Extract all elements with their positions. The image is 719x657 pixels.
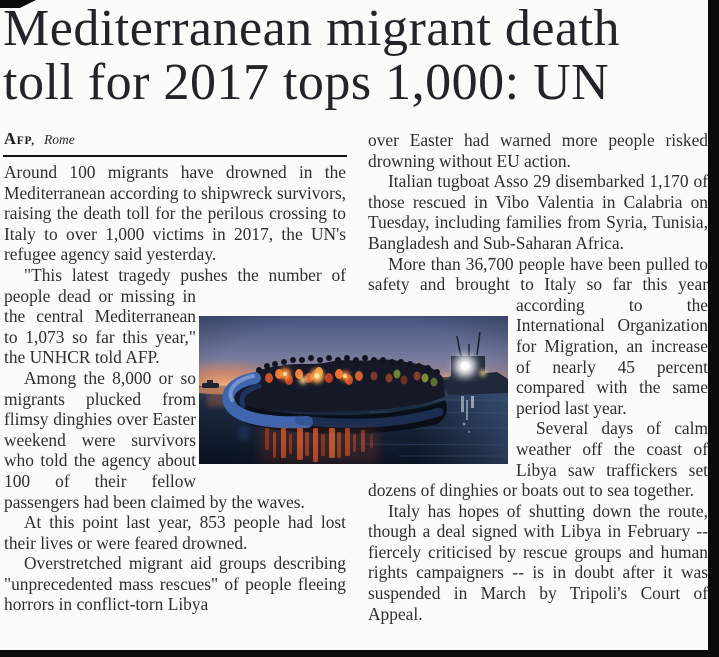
byline-agency: AFP, [4, 129, 35, 148]
headline-line-2: toll for 2017 tops 1,000: UN [3, 54, 610, 111]
scan-edge-bottom [0, 650, 719, 657]
paragraph-text: "This latest tragedy pushes the number o… [24, 264, 346, 285]
paragraph: At this point last year, 853 people had … [4, 512, 346, 553]
paragraph-text: people dead or missing in the central Me… [4, 285, 196, 368]
headline: Mediterranean migrant death toll for 201… [3, 2, 715, 110]
scan-corner-mark [0, 0, 36, 8]
paragraph: Among the 8,000 or so migrants plucked f… [4, 367, 305, 512]
byline: AFP, Rome [4, 129, 75, 149]
paragraph: over Easter had warned more people riske… [368, 130, 708, 171]
paragraph: Several days of calm weather off the coa… [368, 418, 708, 501]
byline-rule [3, 155, 347, 157]
article-photo [199, 316, 508, 464]
byline-location: Rome [44, 132, 75, 147]
paragraph-text: More than 36,700 people have been pulled… [368, 253, 708, 295]
photo-graphic [199, 316, 508, 464]
headline-line-1: Mediterranean migrant death [3, 0, 621, 57]
paragraph: Italian tugboat Asso 29 disembarked 1,17… [368, 171, 708, 253]
article-column-right: over Easter had warned more people riske… [368, 130, 708, 648]
paragraph: More than 36,700 people have been pulled… [368, 254, 708, 419]
article-column-left: Around 100 migrants have drowned in the … [4, 162, 346, 648]
paragraph: "This latest tragedy pushes the number o… [4, 265, 346, 368]
photo-vignette [199, 316, 508, 464]
paragraph: Overstretched migrant aid groups describ… [4, 553, 346, 615]
paragraph: Around 100 migrants have drowned in the … [4, 162, 346, 265]
scan-edge-right [708, 0, 719, 657]
paragraph: Italy has hopes of shutting down the rou… [368, 500, 708, 624]
paragraph-text: this year according to the International… [516, 274, 708, 418]
